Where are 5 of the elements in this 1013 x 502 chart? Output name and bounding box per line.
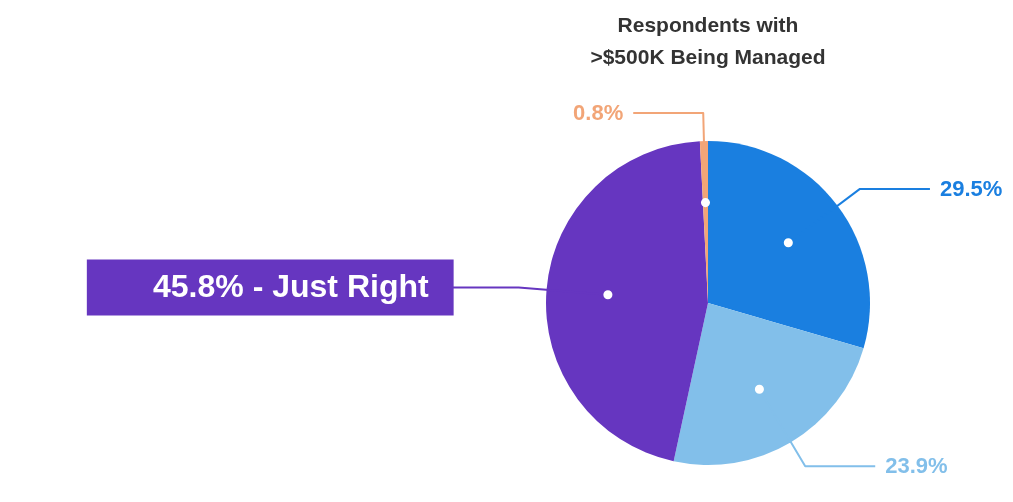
slice-label: 45.8% - Just Right: [153, 268, 429, 305]
data-label: 29.5%: [939, 175, 1003, 201]
data-label: 23.9%: [885, 453, 948, 479]
chart-title: Respondents with >$500K Being Managed: [590, 13, 826, 68]
data-label: 0.8%: [573, 100, 624, 126]
